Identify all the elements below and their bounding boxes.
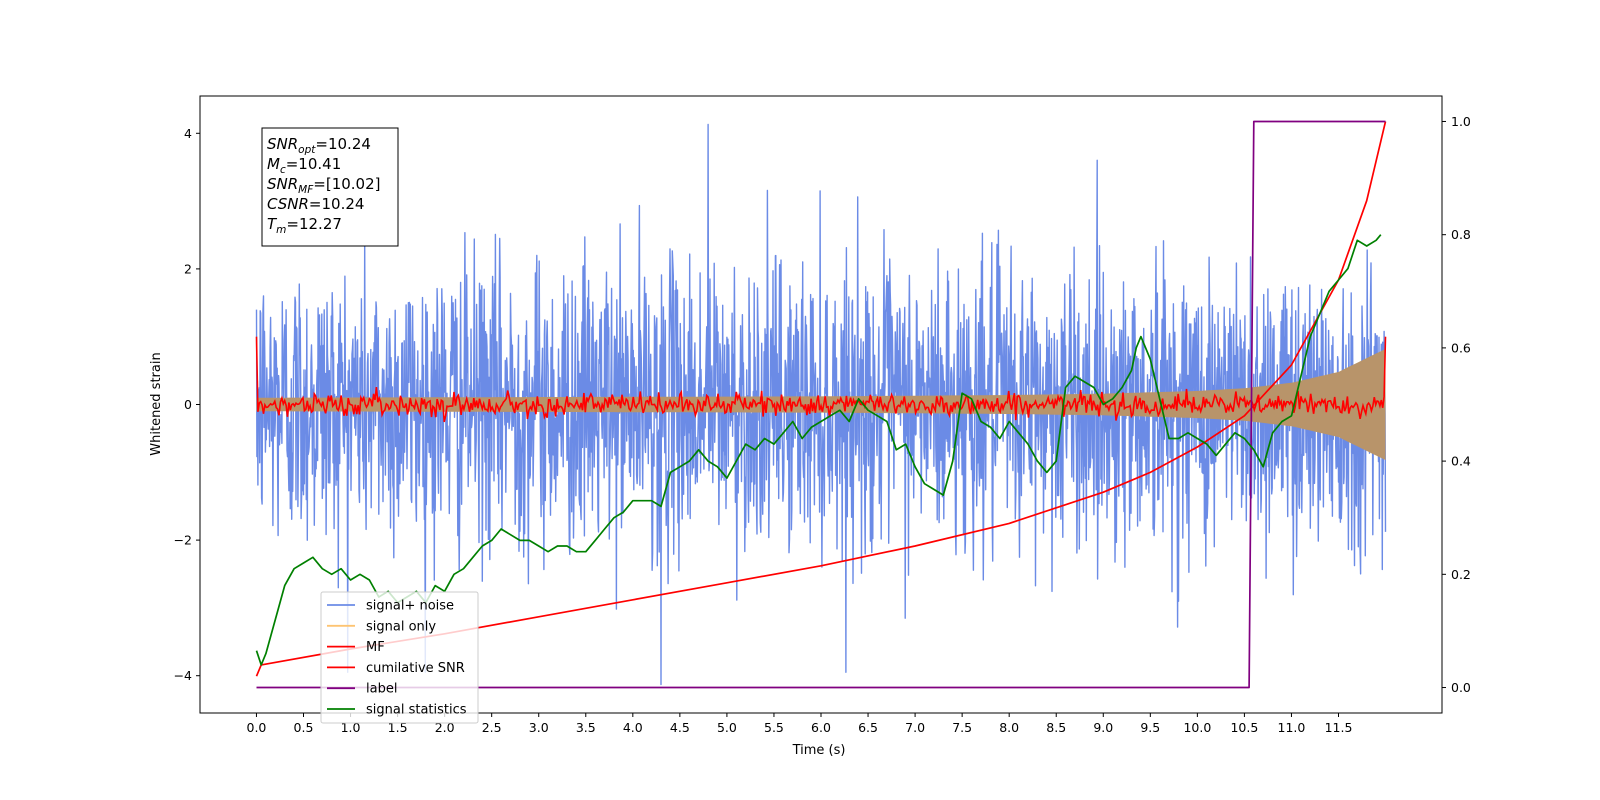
info-box-line: CSNR=10.24 (267, 195, 364, 213)
series-signal-noise-line (255, 123, 1387, 686)
x-tick-label: 11.5 (1325, 720, 1353, 735)
legend-label-signal-noise: signal+ noise (366, 599, 454, 614)
x-tick-label: 4.0 (623, 720, 643, 735)
x-tick-label: 6.0 (811, 720, 831, 735)
x-tick-label: 3.0 (529, 720, 549, 735)
x-tick-label: 4.5 (670, 720, 690, 735)
legend-label-mf: MF (366, 640, 385, 655)
info-box-line: SNRMF=[10.02] (267, 175, 381, 196)
y-left-tick-label: −4 (174, 668, 192, 683)
x-tick-label: 10.5 (1230, 720, 1258, 735)
info-box-line: Mc=10.41 (267, 155, 341, 176)
x-tick-label: 7.0 (905, 720, 925, 735)
x-tick-label: 0.5 (294, 720, 314, 735)
series-label-line (256, 120, 1386, 689)
x-tick-label: 1.0 (341, 720, 361, 735)
legend-label-label: label (366, 682, 397, 697)
x-tick-label: 5.5 (764, 720, 784, 735)
x-tick-label: 6.5 (858, 720, 878, 735)
x-axis-label: Time (s) (792, 743, 846, 758)
x-tick-label: 2.0 (435, 720, 455, 735)
x-tick-label: 8.0 (999, 720, 1019, 735)
series-signal-statistics-line (255, 234, 1382, 666)
x-tick-label: 0.0 (247, 720, 267, 735)
y-right-tick-label: 0.8 (1451, 227, 1471, 242)
y-left-tick-label: 4 (184, 126, 192, 141)
y-axis-label: Whitened strain (149, 352, 164, 455)
y-right-tick-label: 0.6 (1451, 340, 1471, 355)
series-mf-line (255, 336, 1387, 423)
info-box: SNRopt=10.24Mc=10.41SNRMF=[10.02]CSNR=10… (261, 127, 399, 247)
x-tick-label: 3.5 (576, 720, 596, 735)
legend-label-signal-only: signal only (366, 619, 436, 634)
x-tick-label: 8.5 (1046, 720, 1066, 735)
y-right-tick-label: 1.0 (1451, 114, 1471, 129)
y-left-tick-label: −2 (174, 533, 192, 548)
legend-frame (320, 591, 479, 724)
x-tick-label: 11.0 (1278, 720, 1306, 735)
x-tick-label: 5.0 (717, 720, 737, 735)
legend: signal+ noise signal only MF cumilative SNR… (320, 591, 479, 724)
y-right-tick-label: 0.0 (1451, 680, 1471, 695)
y-left-tick-label: 2 (184, 261, 192, 276)
info-box-line: SNRopt=10.24 (267, 135, 371, 156)
info-box-frame (261, 127, 399, 247)
x-tick-label: 10.0 (1183, 720, 1211, 735)
y-left-tick-label: 0 (184, 397, 192, 412)
x-tick-label: 2.5 (482, 720, 502, 735)
info-box-line: Tm=12.27 (267, 215, 342, 236)
y-right-tick-label: 0.2 (1451, 567, 1471, 582)
legend-label-cumilative-snr: cumilative SNR (366, 661, 465, 676)
x-tick-label: 1.5 (388, 720, 408, 735)
y-right-tick-label: 0.4 (1451, 454, 1471, 469)
legend-label-signal-statistics: signal statistics (366, 703, 467, 718)
x-tick-label: 9.0 (1093, 720, 1113, 735)
x-tick-label: 7.5 (952, 720, 972, 735)
x-tick-label: 9.5 (1140, 720, 1160, 735)
